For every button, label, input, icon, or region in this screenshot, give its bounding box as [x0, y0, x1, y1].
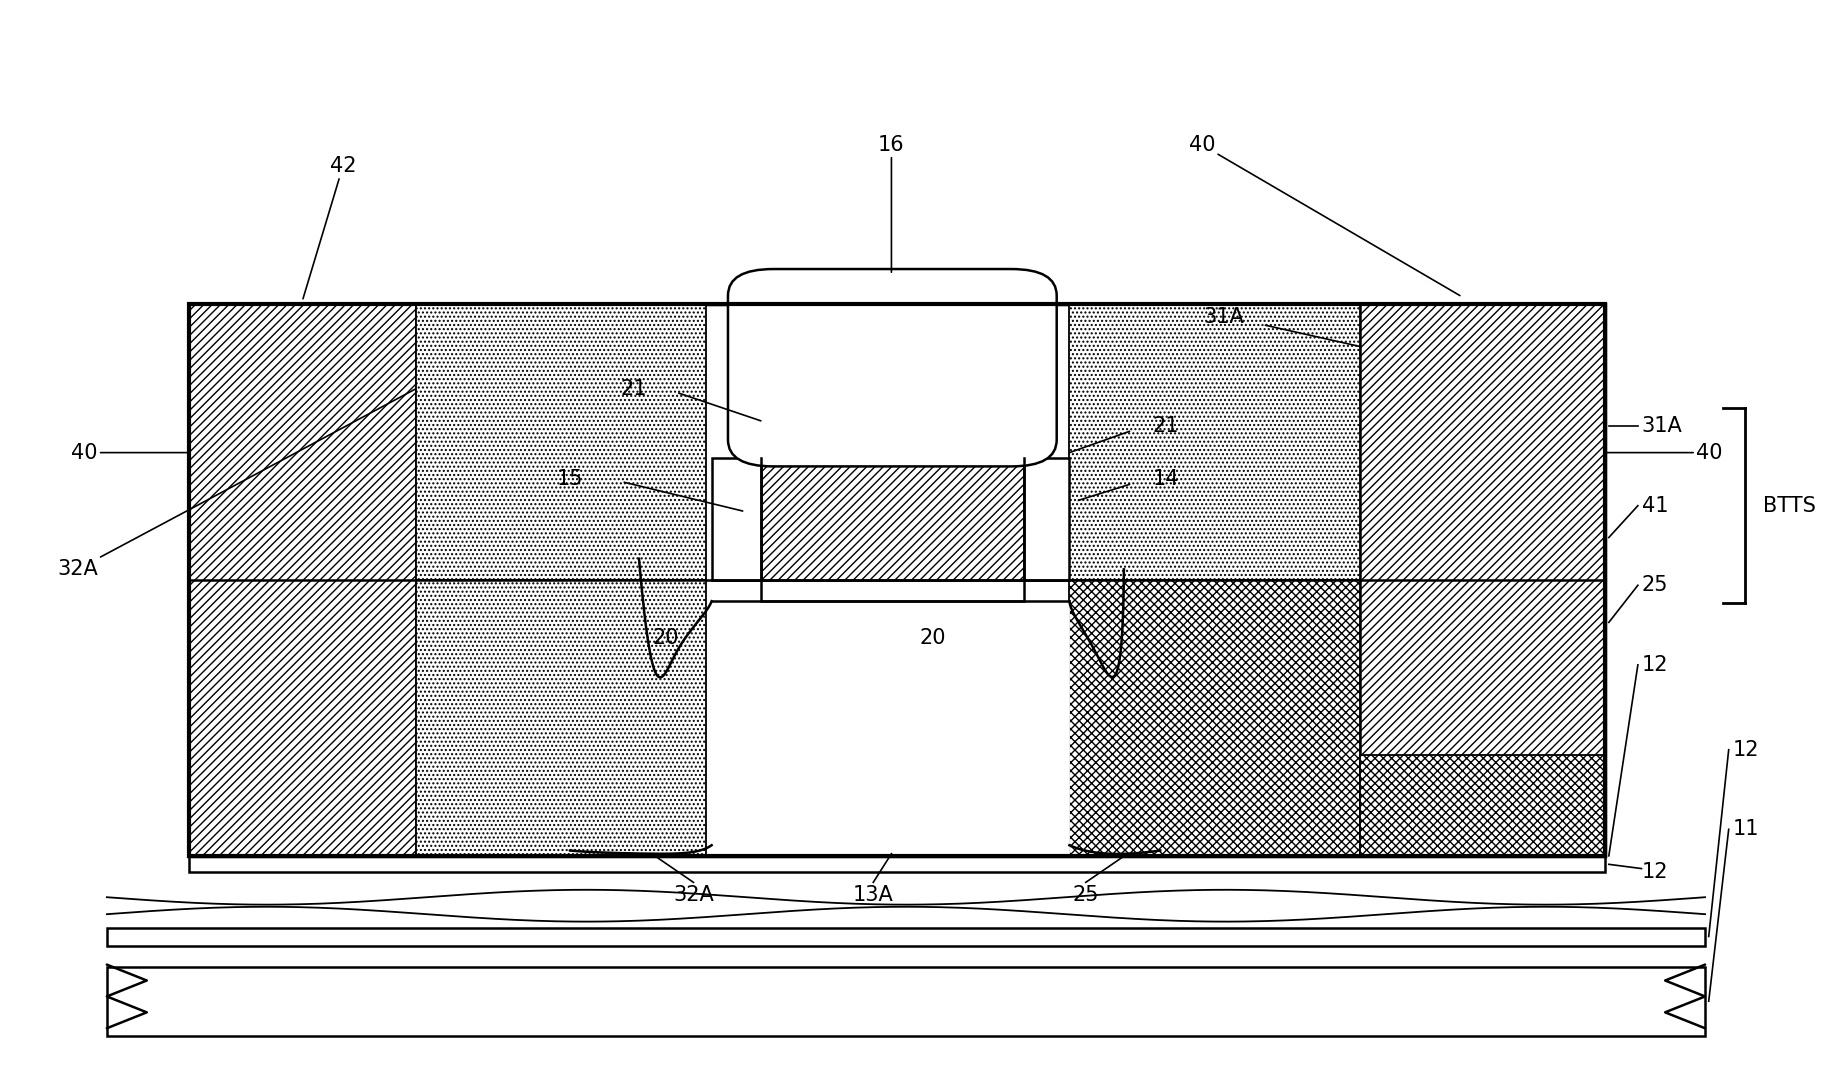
- Text: 42: 42: [303, 156, 356, 299]
- Text: 40: 40: [1188, 134, 1460, 296]
- Text: 40: 40: [72, 443, 189, 462]
- Bar: [189, 304, 1605, 856]
- Bar: [1360, 304, 1605, 856]
- Bar: [189, 304, 1605, 856]
- Text: 20: 20: [920, 628, 946, 648]
- Text: 12: 12: [1641, 655, 1669, 675]
- Bar: [760, 579, 1024, 601]
- Text: BTTS: BTTS: [1763, 496, 1816, 516]
- Text: 32A: 32A: [674, 885, 714, 905]
- Text: 25: 25: [1641, 575, 1669, 596]
- Text: 31A: 31A: [1203, 306, 1245, 327]
- Text: 31A: 31A: [1641, 416, 1682, 436]
- Bar: [1024, 458, 1069, 579]
- FancyBboxPatch shape: [727, 269, 1058, 467]
- Bar: [712, 458, 760, 579]
- Bar: [189, 304, 415, 856]
- Text: 20: 20: [654, 628, 679, 648]
- Text: 21: 21: [1153, 416, 1179, 436]
- Text: 15: 15: [556, 469, 584, 489]
- Text: 32A: 32A: [57, 389, 415, 579]
- Text: 40: 40: [1605, 443, 1722, 462]
- Bar: [415, 579, 707, 856]
- Text: 11: 11: [1733, 819, 1759, 840]
- Text: 12: 12: [1733, 740, 1759, 760]
- Bar: [106, 968, 1706, 1036]
- Text: 21: 21: [621, 379, 646, 399]
- Text: 25: 25: [1072, 885, 1100, 905]
- Bar: [712, 601, 1069, 856]
- Text: 12: 12: [1641, 862, 1669, 882]
- Bar: [1069, 579, 1360, 856]
- Text: 16: 16: [878, 134, 905, 272]
- Bar: [1069, 304, 1360, 579]
- Bar: [760, 458, 1024, 579]
- Bar: [189, 856, 1605, 872]
- Bar: [415, 304, 707, 579]
- Text: 41: 41: [1641, 496, 1669, 516]
- Bar: [106, 928, 1706, 946]
- Bar: [1360, 755, 1605, 856]
- Text: 14: 14: [1153, 469, 1179, 489]
- Text: 13A: 13A: [854, 885, 894, 905]
